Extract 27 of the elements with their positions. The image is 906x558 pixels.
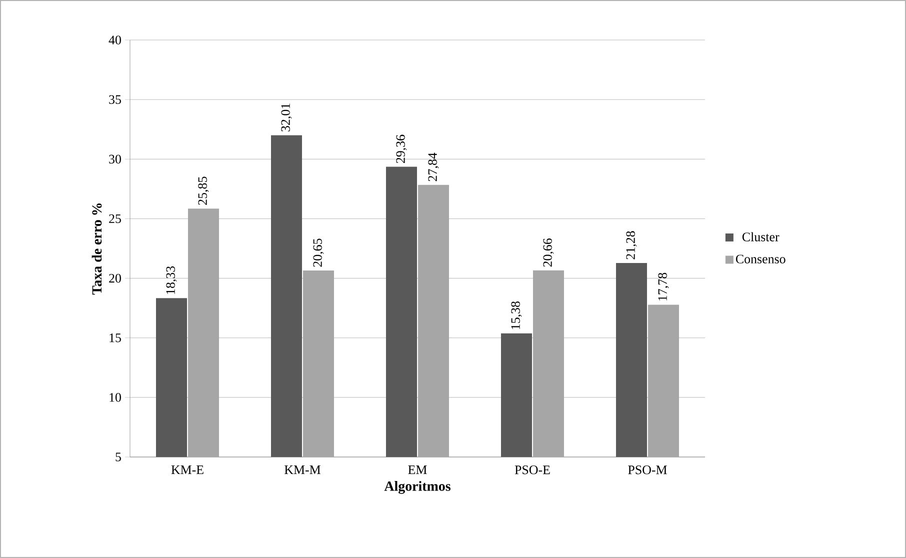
data-label: 27,84 — [428, 152, 439, 182]
data-label: 32,01 — [281, 104, 292, 132]
data-label: 20,65 — [313, 238, 324, 267]
y-tick-label: 5 — [116, 452, 121, 462]
data-label: 15,38 — [511, 301, 522, 329]
y-tick-label: 10 — [110, 393, 121, 402]
x-tick-label: PSO-M — [628, 466, 667, 474]
data-label: 25,85 — [198, 176, 209, 205]
y-tick-label: 35 — [109, 95, 121, 104]
x-tick-label: PSO-E — [514, 466, 550, 474]
x-tick-label: KM-M — [284, 466, 320, 474]
legend-label: Cluster — [742, 232, 780, 242]
y-tick-label: 20 — [109, 274, 121, 283]
data-label: 20,66 — [543, 238, 554, 267]
y-tick-label: 40 — [108, 36, 121, 44]
data-label: 29,36 — [396, 134, 407, 164]
y-tick-label: 25 — [109, 214, 121, 224]
data-label: 21,28 — [626, 231, 637, 260]
x-tick-label: KM-E — [171, 466, 204, 474]
x-axis-title: Algoritmos — [384, 481, 450, 494]
legend-label: Consenso — [736, 254, 786, 264]
x-tick-label: EM — [408, 466, 427, 474]
data-label: 17,78 — [658, 272, 669, 300]
y-tick-label: 30 — [109, 154, 121, 164]
data-label: 18,33 — [166, 266, 177, 294]
y-tick-label: 15 — [110, 334, 121, 342]
y-axis-title: Taxa de erro % — [92, 204, 102, 295]
